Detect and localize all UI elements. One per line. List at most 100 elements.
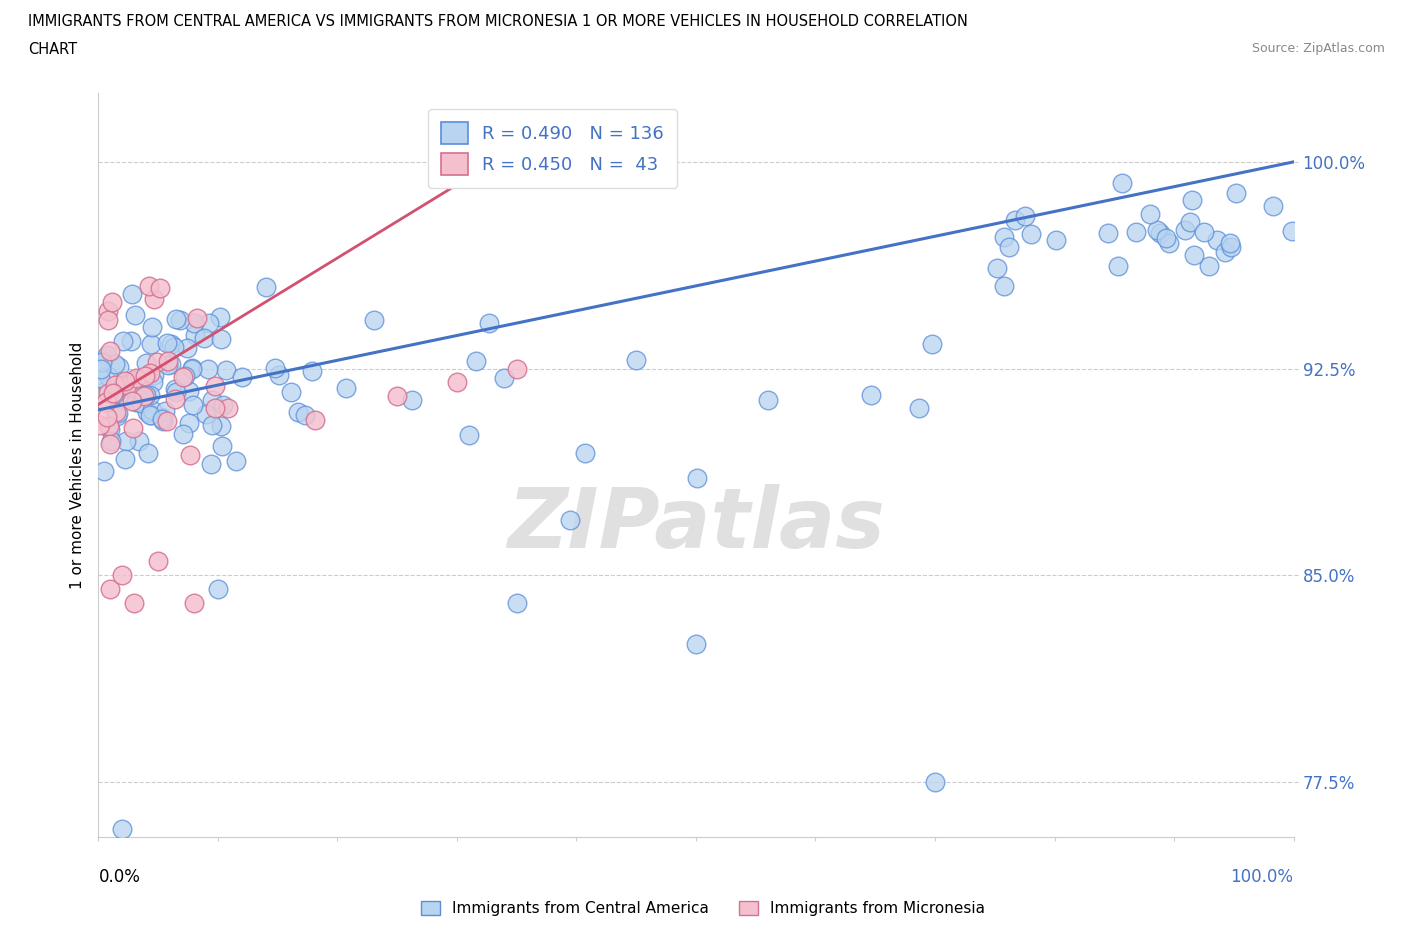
Text: Source: ZipAtlas.com: Source: ZipAtlas.com [1251, 42, 1385, 55]
Point [131, 395, 153, 410]
Point [96, 409, 118, 424]
Point [1192, 224, 1215, 239]
Point [124, 595, 146, 610]
Point [1198, 259, 1220, 273]
Point [111, 378, 134, 392]
Point [100, 295, 122, 310]
Point [111, 568, 134, 583]
Point [97, 368, 120, 383]
Point [1206, 232, 1229, 247]
Point [186, 311, 208, 325]
Point [138, 278, 160, 293]
Point [209, 418, 232, 433]
Point [128, 372, 150, 387]
Point [156, 336, 179, 351]
Point [211, 439, 233, 454]
Point [124, 380, 146, 395]
Point [181, 397, 204, 412]
Point [153, 404, 176, 418]
Point [142, 292, 165, 307]
Point [1045, 232, 1067, 247]
Point [193, 331, 215, 346]
Point [264, 361, 287, 376]
Point [121, 394, 143, 409]
Point [156, 354, 179, 369]
Point [506, 361, 529, 376]
Point [142, 367, 165, 382]
Point [181, 361, 204, 376]
Point [1107, 259, 1129, 273]
Point [998, 239, 1021, 254]
Legend: Immigrants from Central America, Immigrants from Micronesia: Immigrants from Central America, Immigra… [415, 895, 991, 923]
Point [120, 333, 142, 348]
Point [197, 362, 219, 377]
Point [107, 405, 129, 420]
Point [100, 433, 122, 448]
Point [1125, 225, 1147, 240]
Point [90, 362, 112, 377]
Text: CHART: CHART [28, 42, 77, 57]
Point [756, 392, 779, 407]
Point [165, 312, 187, 326]
Y-axis label: 1 or more Vehicles in Household: 1 or more Vehicles in Household [69, 341, 84, 589]
Point [177, 415, 200, 430]
Point [173, 368, 195, 383]
Point [1146, 222, 1168, 237]
Point [574, 445, 596, 460]
Point [301, 364, 323, 379]
Point [142, 375, 165, 390]
Point [363, 313, 385, 328]
Point [104, 378, 127, 392]
Point [93, 463, 115, 478]
Point [1014, 208, 1036, 223]
Point [624, 352, 647, 367]
Point [136, 445, 159, 460]
Point [1111, 176, 1133, 191]
Point [287, 405, 309, 419]
Point [141, 337, 163, 352]
Point [114, 451, 136, 466]
Point [121, 420, 143, 435]
Point [181, 362, 204, 377]
Point [150, 412, 173, 427]
Point [335, 380, 357, 395]
Point [122, 380, 145, 395]
Point [97, 304, 120, 319]
Point [94, 394, 117, 409]
Point [163, 339, 186, 354]
Point [157, 357, 180, 372]
Point [446, 375, 468, 390]
Point [225, 454, 247, 469]
Point [209, 332, 232, 347]
Point [128, 434, 150, 449]
Point [179, 383, 201, 398]
Point [98, 436, 121, 451]
Point [183, 595, 205, 610]
Point [139, 407, 162, 422]
Point [160, 336, 183, 351]
Point [121, 286, 143, 301]
Point [101, 386, 124, 401]
Point [183, 327, 205, 342]
Point [986, 260, 1008, 275]
Point [122, 373, 145, 388]
Point [115, 433, 138, 448]
Point [217, 400, 239, 415]
Point [149, 280, 172, 295]
Point [112, 334, 135, 349]
Point [194, 406, 217, 421]
Point [176, 341, 198, 356]
Point [107, 391, 129, 405]
Point [117, 378, 139, 392]
Point [96, 347, 118, 362]
Point [183, 315, 205, 330]
Point [685, 637, 707, 652]
Point [686, 471, 709, 485]
Point [254, 280, 277, 295]
Point [148, 554, 170, 569]
Point [111, 821, 134, 836]
Point [98, 421, 121, 436]
Point [98, 418, 121, 433]
Point [89, 371, 111, 386]
Point [138, 365, 160, 380]
